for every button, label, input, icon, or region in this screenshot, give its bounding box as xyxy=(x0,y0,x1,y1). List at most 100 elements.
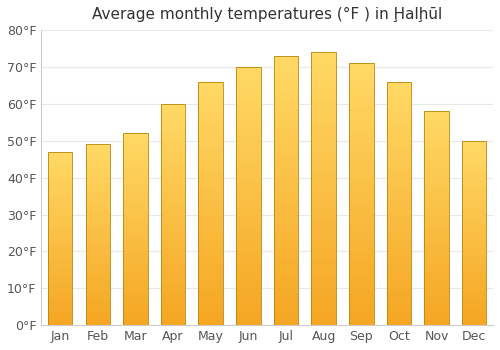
Bar xyxy=(349,165,374,168)
Bar xyxy=(161,264,186,267)
Bar xyxy=(312,141,336,144)
Bar xyxy=(161,190,186,193)
Bar xyxy=(349,276,374,279)
Bar xyxy=(86,223,110,226)
Bar xyxy=(198,298,223,301)
Bar xyxy=(349,116,374,119)
Bar xyxy=(349,145,374,148)
Bar xyxy=(462,161,486,164)
Bar xyxy=(462,244,486,247)
Bar xyxy=(462,143,486,145)
Bar xyxy=(462,254,486,256)
Bar xyxy=(274,73,298,76)
Bar xyxy=(86,187,110,190)
Bar xyxy=(274,147,298,150)
Bar xyxy=(86,217,110,219)
Bar xyxy=(386,219,411,222)
Bar xyxy=(349,122,374,126)
Bar xyxy=(424,285,449,288)
Bar xyxy=(123,205,148,208)
Bar xyxy=(48,310,72,312)
Bar xyxy=(424,159,449,162)
Bar xyxy=(86,257,110,260)
Bar xyxy=(312,284,336,288)
Bar xyxy=(462,210,486,212)
Bar xyxy=(274,190,298,194)
Bar xyxy=(161,281,186,284)
Bar xyxy=(274,318,298,322)
Bar xyxy=(86,314,110,316)
Bar xyxy=(123,316,148,318)
Bar xyxy=(424,114,449,117)
Bar xyxy=(86,176,110,178)
Bar xyxy=(462,242,486,245)
Bar xyxy=(236,254,260,257)
Bar xyxy=(198,246,223,249)
Bar xyxy=(198,209,223,212)
Bar xyxy=(48,230,72,232)
Bar xyxy=(123,201,148,203)
Bar xyxy=(86,266,110,269)
Bar xyxy=(312,243,336,247)
Bar xyxy=(349,175,374,178)
Bar xyxy=(424,146,449,149)
Bar xyxy=(386,121,411,124)
Bar xyxy=(312,127,336,131)
Bar xyxy=(86,201,110,203)
Bar xyxy=(386,103,411,106)
Bar xyxy=(198,191,223,194)
Bar xyxy=(86,151,110,153)
Bar xyxy=(424,208,449,210)
Bar xyxy=(198,322,223,325)
Bar xyxy=(123,184,148,186)
Bar xyxy=(349,286,374,289)
Bar xyxy=(236,119,260,122)
Bar xyxy=(462,263,486,265)
Bar xyxy=(161,118,186,120)
Bar xyxy=(48,238,72,241)
Bar xyxy=(274,312,298,315)
Bar xyxy=(312,100,336,103)
Bar xyxy=(161,275,186,278)
Bar xyxy=(386,231,411,234)
Bar xyxy=(386,100,411,103)
Bar xyxy=(424,224,449,226)
Bar xyxy=(236,135,260,138)
Bar xyxy=(462,323,486,325)
Bar xyxy=(123,181,148,184)
Bar xyxy=(349,191,374,194)
Bar xyxy=(123,212,148,215)
Bar xyxy=(48,256,72,258)
Bar xyxy=(161,159,186,162)
Bar xyxy=(349,243,374,247)
Bar xyxy=(123,162,148,164)
Bar xyxy=(161,215,186,217)
Bar xyxy=(462,281,486,284)
Bar xyxy=(424,258,449,261)
Bar xyxy=(198,307,223,310)
Bar xyxy=(48,210,72,212)
Bar xyxy=(48,295,72,297)
Bar xyxy=(123,299,148,301)
Bar xyxy=(236,228,260,232)
Bar xyxy=(86,309,110,312)
Bar xyxy=(198,222,223,225)
Bar xyxy=(198,292,223,295)
Bar xyxy=(86,262,110,264)
Bar xyxy=(462,168,486,171)
Bar xyxy=(161,311,186,314)
Bar xyxy=(274,261,298,265)
Bar xyxy=(236,128,260,132)
Bar xyxy=(198,234,223,237)
Bar xyxy=(86,147,110,149)
Bar xyxy=(236,312,260,315)
Bar xyxy=(236,151,260,154)
Bar xyxy=(161,223,186,226)
Bar xyxy=(424,221,449,224)
Bar xyxy=(48,284,72,286)
Bar xyxy=(462,260,486,263)
Bar xyxy=(236,141,260,145)
Bar xyxy=(462,221,486,224)
Bar xyxy=(86,149,110,151)
Bar xyxy=(123,275,148,277)
